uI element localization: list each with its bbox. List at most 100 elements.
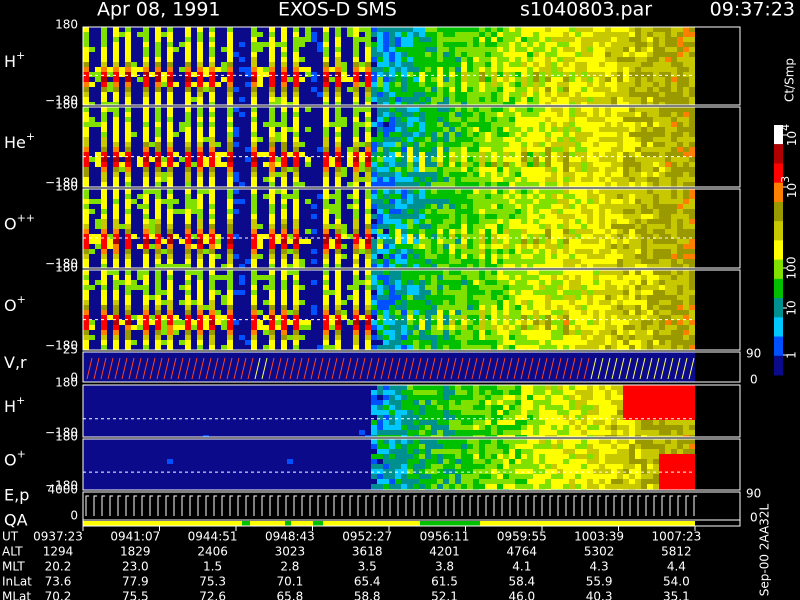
- pixel: [125, 209, 131, 214]
- pixel: [311, 244, 317, 249]
- pixel: [413, 147, 419, 152]
- pixel: [83, 254, 89, 259]
- pixel: [89, 214, 95, 219]
- pixel: [173, 214, 179, 219]
- pixel: [521, 117, 527, 122]
- pixel: [239, 47, 245, 52]
- pixel: [377, 189, 383, 194]
- pixel: [515, 157, 521, 162]
- pixel: [605, 107, 611, 112]
- pixel: [227, 77, 233, 82]
- pixel: [587, 107, 593, 112]
- pixel: [215, 72, 221, 77]
- pixel: [239, 224, 245, 229]
- pixel: [131, 249, 137, 254]
- pixel: [335, 209, 341, 214]
- pixel: [581, 157, 587, 162]
- pixel: [575, 37, 581, 42]
- pixel: [587, 57, 593, 62]
- pixel: [269, 57, 275, 62]
- pixel: [257, 147, 263, 152]
- pixel: [329, 122, 335, 127]
- pixel: [155, 62, 161, 67]
- pixel: [377, 259, 383, 264]
- pixel: [407, 239, 413, 244]
- pixel: [515, 182, 521, 187]
- pixel: [503, 37, 509, 42]
- pixel: [401, 189, 407, 194]
- pixel: [533, 82, 539, 87]
- pixel: [95, 97, 101, 102]
- pixel: [617, 62, 623, 67]
- pixel: [317, 52, 323, 57]
- pixel: [587, 157, 593, 162]
- pixel: [287, 107, 293, 112]
- pixel: [539, 42, 545, 47]
- pixel: [155, 42, 161, 47]
- pixel: [251, 209, 257, 214]
- pixel: [113, 315, 119, 320]
- pixel: [449, 52, 455, 57]
- pixel: [203, 189, 209, 194]
- pixel: [209, 239, 215, 244]
- pixel: [359, 194, 365, 199]
- pixel: [617, 77, 623, 82]
- pixel: [167, 219, 173, 224]
- pixel: [227, 67, 233, 72]
- pixel: [233, 147, 239, 152]
- pixel: [623, 57, 629, 62]
- pixel: [293, 122, 299, 127]
- pixel: [449, 234, 455, 239]
- pixel: [215, 234, 221, 239]
- pixel: [263, 117, 269, 122]
- pixel: [479, 32, 485, 37]
- pixel: [413, 32, 419, 37]
- pixel: [341, 27, 347, 32]
- pixel: [563, 92, 569, 97]
- pixel: [179, 47, 185, 52]
- pixel: [671, 127, 677, 132]
- pixel: [659, 112, 665, 117]
- pixel: [149, 264, 155, 268]
- pixel: [533, 162, 539, 167]
- pixel: [593, 92, 599, 97]
- pixel: [359, 264, 365, 268]
- pixel: [203, 234, 209, 239]
- pixel: [101, 47, 107, 52]
- pixel: [599, 162, 605, 167]
- pixel: [431, 249, 437, 254]
- pixel: [83, 345, 89, 350]
- pixel: [335, 57, 341, 62]
- pixel: [113, 194, 119, 199]
- pixel: [629, 229, 635, 234]
- pixel: [353, 47, 359, 52]
- pixel: [89, 32, 95, 37]
- pixel: [515, 259, 521, 264]
- pixel: [107, 239, 113, 244]
- pixel: [311, 27, 317, 32]
- pixel: [221, 152, 227, 157]
- pixel: [617, 92, 623, 97]
- pixel: [419, 107, 425, 112]
- pixel: [179, 142, 185, 147]
- pixel: [257, 157, 263, 162]
- pixel: [173, 47, 179, 52]
- pixel: [335, 27, 341, 32]
- pixel: [599, 189, 605, 194]
- pixel: [425, 132, 431, 137]
- pixel: [395, 182, 401, 187]
- pixel: [287, 32, 293, 37]
- pixel: [257, 167, 263, 172]
- pixel: [191, 112, 197, 117]
- pixel: [323, 167, 329, 172]
- pixel: [545, 147, 551, 152]
- pixel: [293, 219, 299, 224]
- pixel: [131, 264, 137, 268]
- pixel: [587, 127, 593, 132]
- pixel: [563, 87, 569, 92]
- pixel: [407, 62, 413, 67]
- pixel: [683, 177, 689, 182]
- pixel: [137, 77, 143, 82]
- pixel: [395, 72, 401, 77]
- pixel: [647, 122, 653, 127]
